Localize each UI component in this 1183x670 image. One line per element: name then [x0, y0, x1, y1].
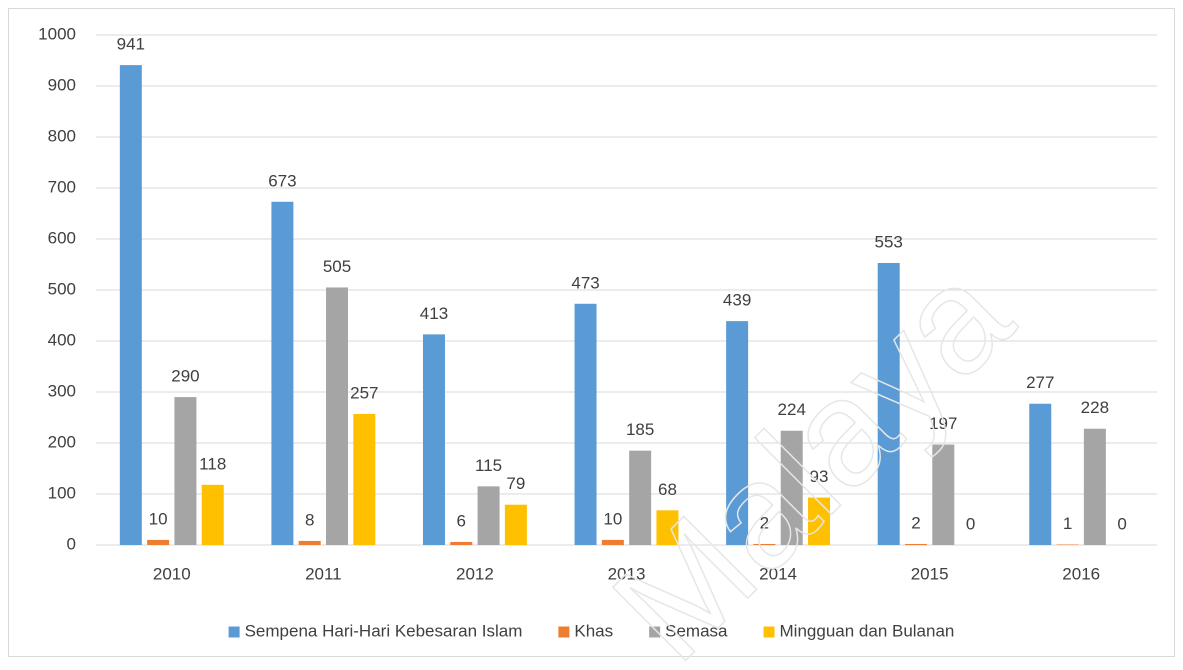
x-tick-label: 2014: [759, 564, 797, 583]
y-tick-label: 300: [48, 381, 76, 400]
data-label: 505: [323, 257, 351, 276]
data-label: 0: [966, 514, 975, 533]
data-label: 439: [723, 291, 751, 310]
x-tick-label: 2015: [911, 564, 949, 583]
y-tick-label: 500: [48, 279, 76, 298]
data-label: 10: [603, 509, 622, 528]
legend-swatch: [763, 626, 775, 638]
data-label: 185: [626, 420, 654, 439]
x-tick-label: 2016: [1062, 564, 1100, 583]
bar: [601, 539, 624, 545]
data-label: 473: [571, 273, 599, 292]
legend-label: Sempena Hari-Hari Kebesaran Islam: [245, 621, 523, 640]
bar: [932, 444, 955, 545]
data-label: 6: [457, 511, 466, 530]
bar: [174, 397, 197, 545]
bar: [1029, 403, 1052, 545]
bar: [326, 287, 349, 545]
y-tick-label: 100: [48, 483, 76, 502]
data-label: 673: [268, 171, 296, 190]
bar: [119, 65, 142, 545]
data-label: 413: [420, 304, 448, 323]
data-label: 10: [149, 509, 168, 528]
bar: [477, 486, 500, 545]
data-label: 228: [1081, 398, 1109, 417]
data-label: 8: [305, 510, 314, 529]
data-label: 0: [1117, 514, 1126, 533]
legend-swatch: [228, 626, 240, 638]
legend-label: Khas: [574, 621, 613, 640]
bar: [780, 430, 803, 545]
data-label: 277: [1026, 373, 1054, 392]
bar: [422, 334, 445, 545]
bar: [726, 321, 749, 545]
data-label: 224: [778, 400, 806, 419]
bar: [877, 262, 900, 545]
data-label: 2: [911, 513, 920, 532]
data-label: 79: [506, 474, 525, 493]
y-tick-label: 400: [48, 330, 76, 349]
bar: [450, 541, 473, 545]
y-tick-label: 600: [48, 228, 76, 247]
legend-swatch: [649, 626, 661, 638]
bar: [271, 201, 294, 545]
legend-swatch: [558, 626, 570, 638]
data-label: 118: [199, 454, 226, 473]
bar: [1083, 428, 1106, 545]
bar: [753, 543, 776, 545]
bar: [1056, 544, 1079, 545]
bar: [147, 539, 170, 545]
bar: [298, 540, 321, 545]
y-tick-label: 900: [48, 75, 76, 94]
data-label: 290: [171, 367, 199, 386]
bar: [353, 413, 376, 545]
data-label: 257: [350, 383, 378, 402]
x-tick-label: 2011: [305, 564, 342, 583]
bar: [574, 303, 597, 545]
data-label: 1: [1063, 514, 1072, 533]
data-label: 68: [658, 480, 677, 499]
legend-label: Semasa: [665, 621, 728, 640]
data-label: 2: [760, 513, 769, 532]
data-label: 941: [117, 35, 145, 54]
x-tick-label: 2013: [608, 564, 646, 583]
data-label: 115: [475, 456, 502, 475]
data-label: 93: [810, 467, 829, 486]
bar: [808, 497, 831, 545]
y-tick-label: 800: [48, 126, 76, 145]
bar: [656, 510, 679, 545]
data-label: 197: [929, 414, 957, 433]
y-tick-label: 0: [67, 534, 76, 553]
legend-label: Mingguan dan Bulanan: [780, 621, 955, 640]
data-label: 553: [875, 232, 903, 251]
y-tick-label: 200: [48, 432, 76, 451]
bar: [504, 504, 527, 545]
bar: [629, 450, 652, 545]
bar: [201, 484, 224, 545]
y-tick-label: 1000: [38, 24, 76, 43]
x-tick-label: 2010: [153, 564, 191, 583]
bar: [904, 543, 927, 545]
y-tick-label: 700: [48, 177, 76, 196]
x-tick-label: 2012: [456, 564, 494, 583]
